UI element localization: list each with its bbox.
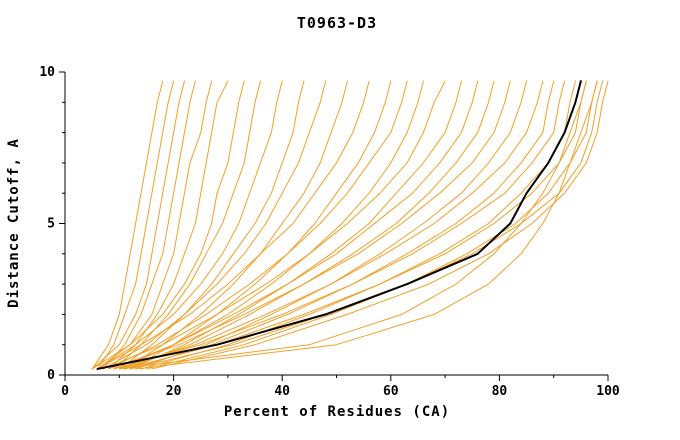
model-curves (124, 80, 587, 370)
x-tick-label: 60 (383, 384, 399, 399)
model-curves (113, 80, 261, 370)
model-curves (102, 80, 446, 370)
model-curves (118, 80, 544, 370)
model-curves (97, 80, 213, 370)
y-tick-label: 5 (47, 217, 55, 232)
model-curves (107, 80, 408, 370)
x-tick-label: 40 (274, 384, 290, 399)
model-curves (145, 80, 598, 370)
model-curves (124, 80, 495, 370)
model-curves (140, 80, 576, 370)
y-tick-label: 10 (39, 65, 55, 80)
model-curves (102, 80, 327, 370)
x-tick-label: 20 (166, 384, 182, 399)
model-curves (124, 80, 348, 370)
model-curves (118, 80, 424, 370)
model-curves (97, 80, 175, 370)
model-curves (107, 80, 229, 370)
model-curves (91, 80, 245, 370)
x-tick-label: 80 (492, 384, 508, 399)
highlight-curve (96, 80, 582, 370)
model-curves (102, 80, 196, 370)
x-tick-label: 100 (596, 384, 620, 399)
model-curves (91, 80, 164, 370)
model-curves (135, 80, 528, 370)
x-axis-label: Percent of Residues (CA) (224, 404, 450, 420)
model-curves (91, 80, 185, 370)
model-curves (97, 80, 370, 370)
model-curves (113, 80, 479, 370)
y-axis-label: Distance Cutoff, A (6, 138, 22, 308)
model-curves (97, 80, 283, 370)
x-tick-label: 0 (61, 384, 69, 399)
model-curves (129, 80, 392, 370)
model-curves (113, 80, 566, 370)
model-curves (129, 80, 555, 370)
model-curves (135, 80, 598, 370)
plot-area: 0 20 40 60 80 100 0 5 10 (39, 65, 620, 399)
model-curves (107, 80, 511, 370)
model-curves (129, 80, 462, 370)
model-curves (118, 80, 587, 370)
model-curves (151, 80, 609, 370)
chart-title: T0963-D3 (297, 14, 377, 32)
y-tick-label: 0 (47, 368, 55, 383)
